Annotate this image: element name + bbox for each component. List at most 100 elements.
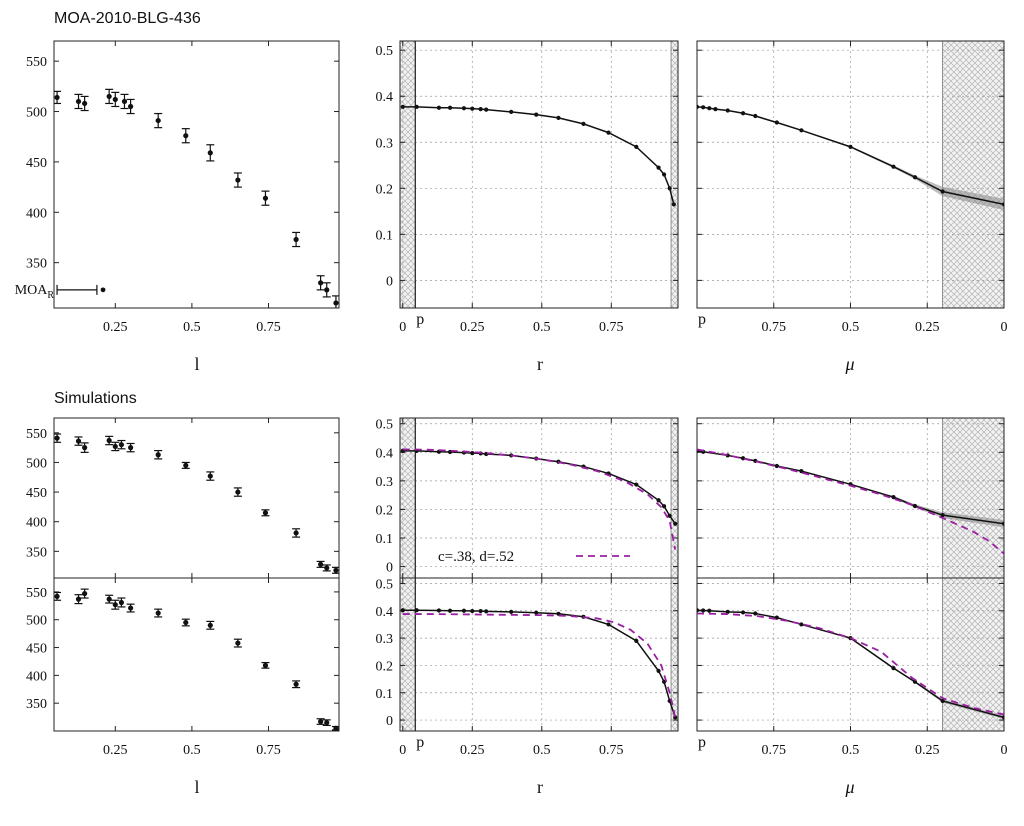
x-tick-label: 0.25: [915, 743, 940, 758]
data-point: [509, 109, 514, 114]
data-point: [262, 510, 269, 516]
data-point: [470, 608, 475, 614]
data-point: [461, 106, 467, 111]
x-tick-label: 0.25: [103, 743, 128, 758]
data-point: [701, 608, 706, 613]
data-point: [75, 98, 82, 105]
data-point: [725, 108, 730, 113]
data-point: [318, 561, 324, 567]
data-point: [324, 287, 330, 293]
data-point: [106, 596, 112, 602]
plot-frame: [399, 40, 679, 309]
x-tick-label: 0: [1001, 320, 1008, 335]
data-point: [662, 172, 667, 177]
data-point: [581, 121, 586, 126]
data-point: [940, 698, 945, 704]
moa-label-subscript: R: [47, 290, 54, 301]
plot-area: [54, 588, 339, 731]
data-point: [673, 521, 678, 526]
x-axis-label: r: [537, 354, 543, 374]
y-tick-label: 0.5: [376, 577, 394, 592]
x-tick-label: 0.5: [533, 320, 551, 335]
data-point: [183, 619, 189, 626]
y-tick-label: 0.4: [376, 90, 394, 105]
data-point: [207, 473, 213, 479]
data-point: [82, 100, 88, 107]
data-point: [183, 462, 189, 469]
chart-sim1-mid: 0 0.1 0.2 0.3 0.4 0.5 c=.38, d=.52: [376, 417, 679, 579]
y-tick-label: 400: [26, 669, 47, 684]
hatched-region: [671, 418, 678, 578]
series-line: [402, 450, 676, 525]
data-point: [848, 144, 853, 149]
plot-frame: [399, 577, 679, 732]
plot-area: [697, 448, 1004, 555]
plot-area: [697, 104, 1004, 210]
p-label: p: [698, 734, 706, 751]
y-tick-label: 550: [26, 55, 47, 70]
p-label: p: [416, 311, 424, 328]
data-point: [324, 565, 330, 571]
data-point: [656, 498, 661, 503]
data-point: [891, 666, 896, 671]
data-point: [1001, 715, 1004, 720]
y-tick-label: 0.5: [376, 418, 394, 433]
data-point: [54, 435, 60, 441]
data-point: [713, 107, 718, 112]
y-tick-label: 500: [26, 614, 47, 629]
uncertainty-band: [697, 610, 1004, 719]
legend-label: c=.38, d=.52: [438, 549, 514, 565]
data-point: [891, 164, 896, 169]
data-point: [121, 98, 128, 105]
y-tick-label: 0.1: [376, 532, 394, 547]
x-tick-label: 0.5: [533, 743, 551, 758]
hatched-region: [671, 578, 678, 731]
y-tick-label: 0.3: [376, 632, 394, 647]
x-axis-label: r: [537, 777, 543, 797]
data-point: [534, 610, 539, 615]
data-point: [774, 463, 779, 469]
data-point: [235, 489, 241, 495]
data-point: [54, 94, 60, 101]
y-tick-label: 450: [26, 486, 47, 501]
data-point: [333, 725, 339, 731]
x-tick-label: 0.75: [762, 320, 787, 335]
data-point: [128, 445, 134, 451]
data-point: [509, 609, 514, 614]
data-point: [400, 608, 405, 613]
data-point: [112, 602, 118, 608]
hatched-region: [942, 41, 1004, 308]
x-tick-label: 0.75: [599, 743, 624, 758]
data-point: [207, 622, 213, 628]
y-tick-label: 350: [26, 545, 47, 560]
data-point: [235, 640, 241, 646]
y-tick-label: 350: [26, 697, 47, 712]
p-label: p: [698, 311, 706, 328]
x-tick-label: 0.5: [183, 743, 201, 758]
moa-point: [100, 287, 106, 293]
data-point: [1001, 202, 1004, 207]
y-tick-label: 550: [26, 427, 47, 442]
x-tick-label: 0.5: [842, 320, 860, 335]
data-point: [484, 609, 489, 614]
x-tick-label: 0: [399, 743, 406, 758]
data-point: [697, 608, 700, 613]
x-tick-label: 0.75: [599, 320, 624, 335]
data-point: [400, 104, 405, 109]
plot-area: [400, 608, 678, 720]
y-tick-label: 500: [26, 456, 47, 471]
y-tick-label: 500: [26, 106, 47, 121]
hatched-region: [942, 578, 1004, 731]
data-point: [671, 202, 676, 207]
y-tick-label: 0.1: [376, 228, 394, 243]
y-tick-label: 0: [386, 274, 393, 289]
plot-area: [400, 448, 678, 550]
data-point: [470, 451, 475, 456]
y-tick-label: 0: [386, 561, 393, 576]
data-point: [436, 608, 442, 613]
y-tick-label: 0.4: [376, 446, 394, 461]
p-label: p: [416, 734, 424, 751]
uncertainty-band: [697, 450, 1004, 528]
model-curve-dashed: [402, 448, 677, 550]
chart-top-left: 0.25 0.5 0.75 350 400 450 500 550 l MOAR: [15, 40, 340, 374]
